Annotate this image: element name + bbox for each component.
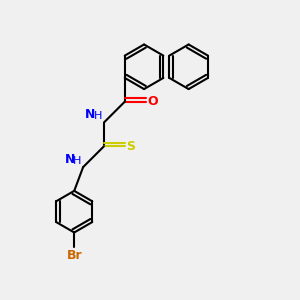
Text: H: H [73, 156, 82, 166]
Text: H: H [94, 111, 103, 121]
Text: N: N [64, 153, 75, 166]
Text: N: N [85, 108, 96, 121]
Text: S: S [126, 140, 135, 153]
Text: Br: Br [66, 249, 82, 262]
Text: O: O [147, 95, 158, 108]
